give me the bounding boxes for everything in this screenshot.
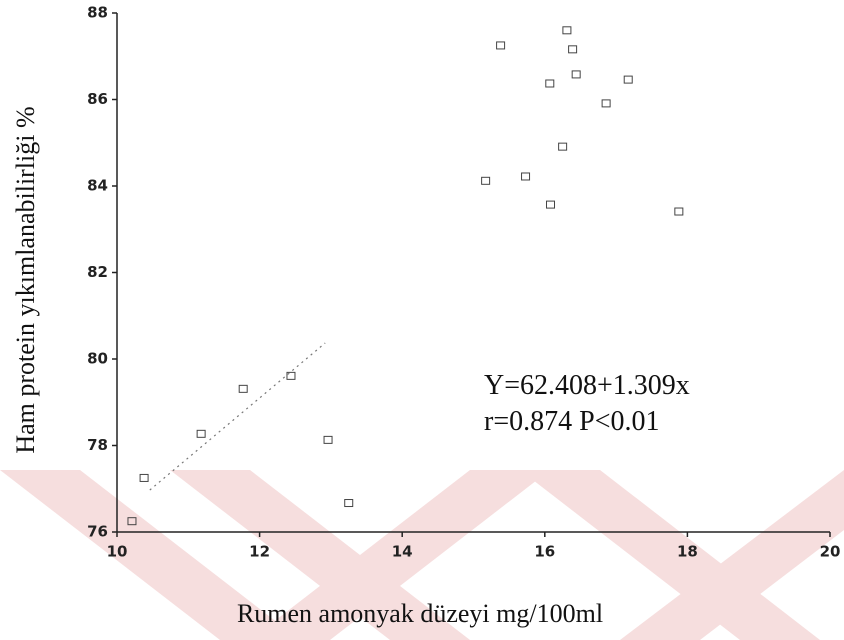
point (545, 79, 555, 88)
y-tick-label: 78 (87, 436, 108, 454)
point (521, 172, 531, 181)
fit-line (149, 342, 326, 491)
x-tick-label: 18 (677, 543, 698, 561)
point (344, 499, 354, 508)
point (238, 384, 248, 393)
annotation: r=0.874 P<0.01 (484, 406, 659, 437)
point (196, 429, 206, 438)
point (623, 75, 633, 84)
point (558, 142, 568, 151)
y-tick-label: 86 (87, 90, 108, 108)
x-axis-label: Rumen amonyak düzeyi mg/100ml (237, 599, 603, 628)
y-tick-label: 84 (87, 177, 108, 195)
y-tick-label: 80 (87, 350, 108, 368)
annotation: Y=62.408+1.309x (484, 370, 690, 401)
x-tick-label: 16 (534, 543, 555, 561)
point (323, 435, 333, 444)
y-tick-label: 88 (87, 4, 108, 22)
x-tick-label: 10 (107, 543, 128, 561)
y-tick-label: 82 (87, 263, 108, 281)
point (139, 473, 149, 482)
watermark (0, 470, 844, 640)
x-tick-label: 12 (249, 543, 270, 561)
point (568, 45, 578, 54)
point (674, 207, 684, 216)
point (571, 70, 581, 79)
y-axis-label: Ham protein yıkımlanabilirliği % (11, 106, 40, 453)
point (481, 176, 491, 185)
point (286, 371, 296, 380)
point (127, 517, 137, 526)
y-tick-label: 76 (87, 523, 108, 541)
point (562, 26, 572, 35)
x-tick-label: 20 (820, 543, 841, 561)
x-tick-label: 14 (392, 543, 413, 561)
point (546, 200, 556, 209)
point (601, 99, 611, 108)
point (496, 41, 506, 50)
